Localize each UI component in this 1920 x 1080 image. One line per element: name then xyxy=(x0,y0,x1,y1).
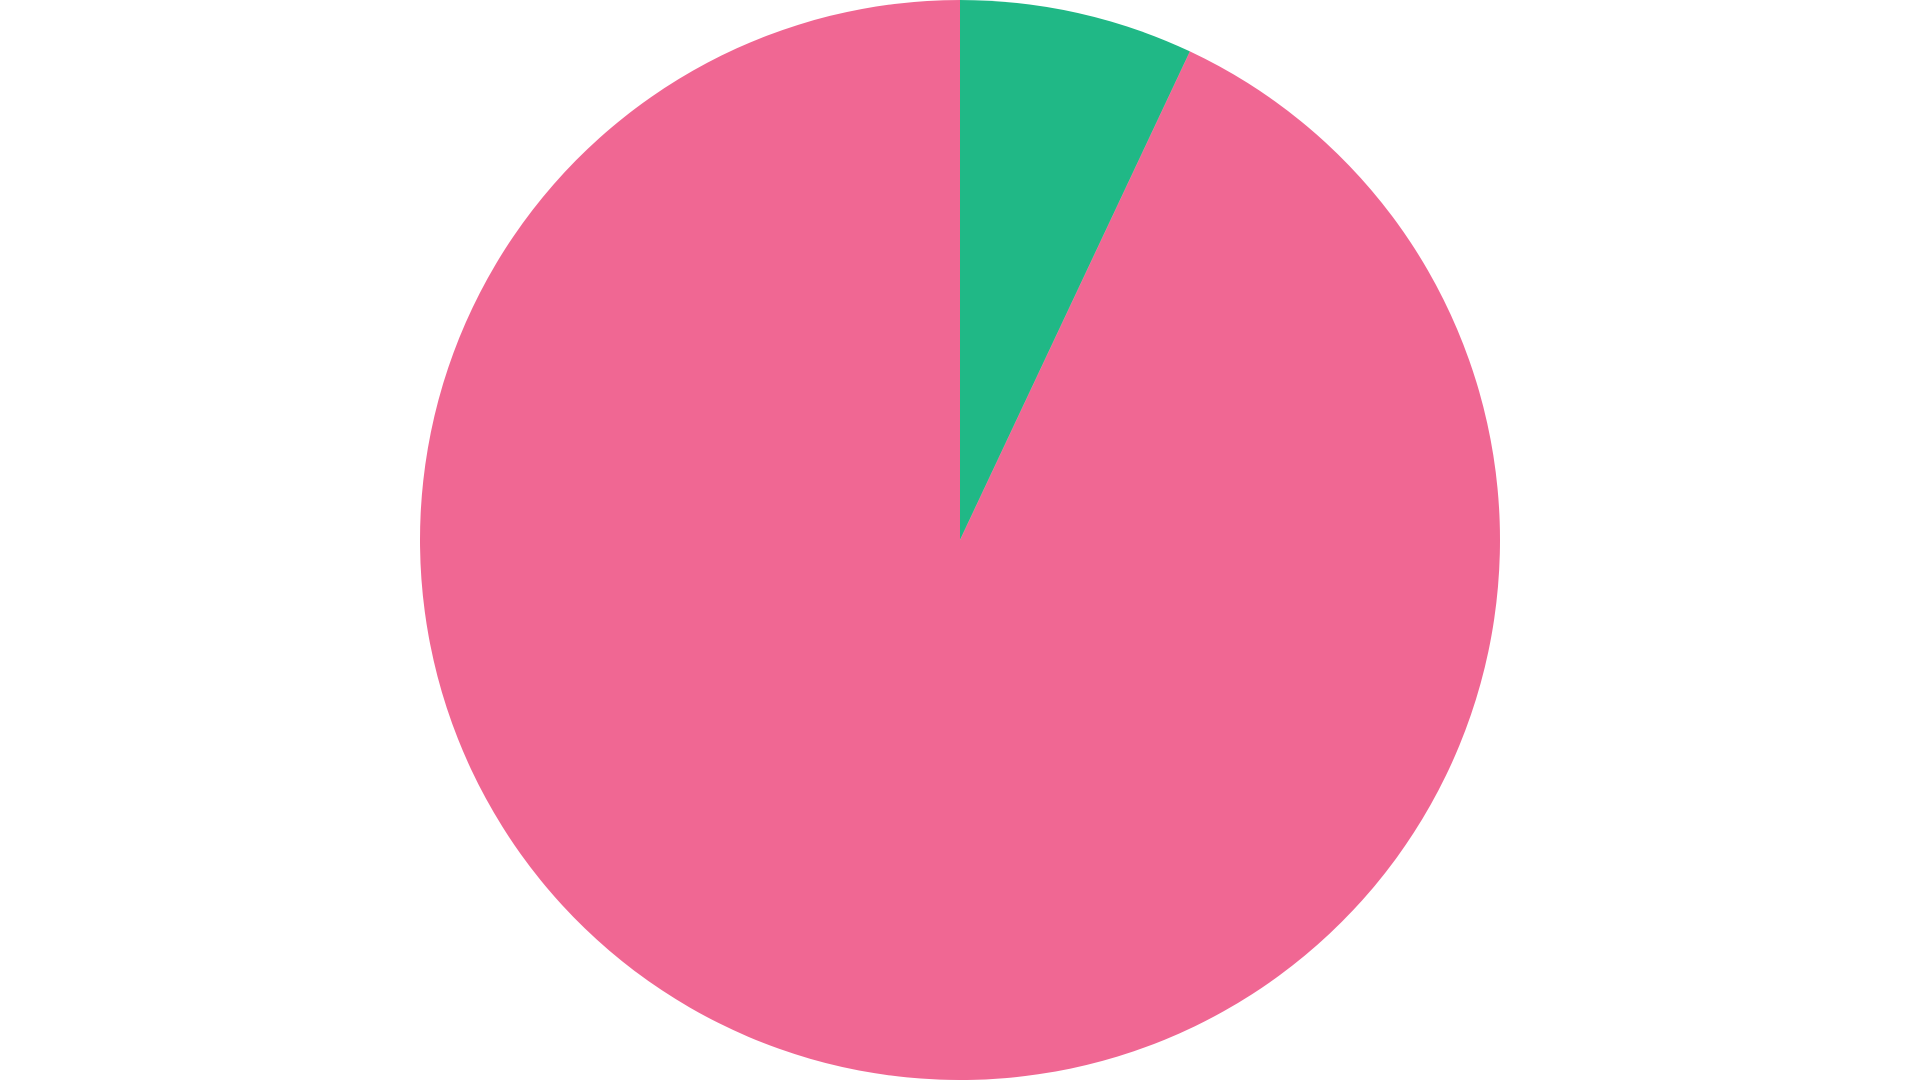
pie-slice xyxy=(960,0,1190,540)
pie-slice xyxy=(420,0,1500,1080)
